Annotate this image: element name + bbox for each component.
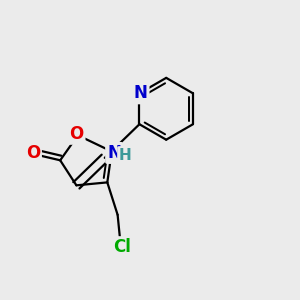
Text: O: O [26, 144, 40, 162]
Text: N: N [134, 84, 148, 102]
Text: Cl: Cl [113, 238, 131, 256]
Text: H: H [119, 148, 132, 163]
Text: N: N [107, 144, 121, 162]
Text: O: O [69, 125, 83, 143]
